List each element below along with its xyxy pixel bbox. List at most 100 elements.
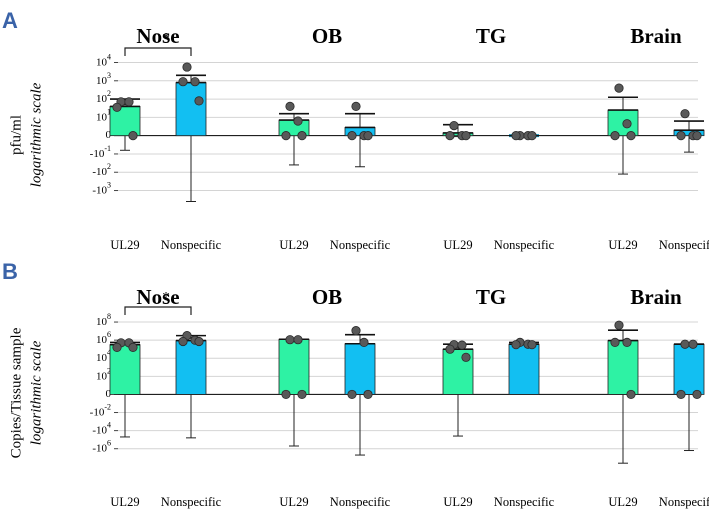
data-point [347, 131, 357, 141]
region-title: TG [476, 285, 506, 309]
category-label: UL29 [443, 495, 472, 509]
category-label: UL29 [443, 238, 472, 252]
region-title: Nose [136, 285, 179, 309]
category-label: Nonspecific [161, 238, 222, 252]
data-point [622, 119, 632, 129]
data-point [281, 131, 291, 141]
panel-letter: B [2, 259, 18, 284]
data-point [511, 131, 521, 141]
data-point [692, 131, 702, 141]
y-tick-label: -10-1 [90, 144, 111, 160]
bar [109, 344, 141, 395]
data-point [293, 116, 303, 126]
data-point [527, 340, 537, 350]
y-tick-label: 102 [96, 366, 111, 382]
data-point [178, 77, 188, 87]
y-tick-label: 104 [96, 348, 111, 364]
significance-bracket [124, 47, 192, 56]
y-tick-label: 0 [106, 388, 112, 400]
category-label: UL29 [110, 238, 139, 252]
data-point [190, 77, 200, 87]
data-point [457, 340, 467, 350]
data-point [363, 389, 373, 400]
data-point [676, 389, 686, 400]
data-point [112, 342, 122, 352]
data-point [610, 337, 620, 348]
category-label: UL29 [608, 238, 637, 252]
category-label: Nonspecific [659, 238, 709, 252]
category-label: Nonspecific [494, 238, 555, 252]
data-point [680, 109, 690, 119]
data-point [445, 131, 455, 141]
data-point [680, 339, 690, 349]
y-tick-label: 0 [106, 129, 112, 141]
data-point [182, 62, 192, 72]
y-tick-label: 102 [96, 89, 111, 105]
y-axis-label: pfu/ml [8, 115, 24, 155]
data-point [293, 335, 303, 345]
data-point [128, 342, 138, 352]
data-point [285, 101, 295, 111]
data-point [610, 131, 620, 141]
data-point [622, 337, 632, 348]
y-tick-label: -103 [92, 180, 111, 196]
data-point [688, 339, 698, 349]
data-point [285, 335, 295, 345]
region-title: TG [476, 24, 506, 48]
region-title: OB [312, 24, 342, 48]
bar [175, 82, 207, 137]
data-point [449, 120, 459, 131]
data-point [297, 131, 307, 141]
data-point [112, 102, 122, 112]
bar [673, 343, 705, 395]
significance-bracket [124, 306, 192, 315]
y-tick-label: 108 [96, 312, 111, 328]
region-title: Brain [630, 24, 682, 48]
data-point [511, 340, 521, 350]
data-point [626, 389, 636, 400]
y-tick-label: -106 [92, 439, 111, 455]
data-point [347, 389, 357, 400]
region-title: Nose [136, 24, 179, 48]
data-point [676, 131, 686, 141]
data-point [626, 131, 636, 141]
data-point [363, 131, 373, 141]
y-axis-note: logarithmic scale [28, 340, 44, 445]
data-point [128, 131, 138, 141]
data-point [527, 131, 537, 141]
bar [344, 343, 376, 395]
significance-star: * [162, 30, 170, 46]
y-tick-label: -102 [92, 162, 111, 178]
bar [278, 338, 310, 395]
data-point [614, 320, 624, 330]
data-point [124, 97, 134, 107]
category-label: UL29 [279, 238, 308, 252]
bar [508, 343, 540, 395]
significance-star: * [162, 289, 170, 305]
y-tick-label: -10-2 [90, 402, 111, 418]
data-point [359, 337, 369, 348]
bar [607, 340, 639, 395]
data-point [281, 389, 291, 400]
region-title: OB [312, 285, 342, 309]
data-point [614, 83, 624, 93]
panel-letter: A [2, 8, 18, 33]
y-tick-label: 104 [96, 52, 111, 68]
y-tick-label: 103 [96, 71, 111, 87]
data-point [297, 389, 307, 400]
data-point [461, 352, 471, 362]
category-label: UL29 [279, 495, 308, 509]
y-tick-label: 101 [96, 107, 111, 123]
category-label: Nonspecific [494, 495, 555, 509]
y-tick-label: 106 [96, 330, 111, 346]
data-point [194, 336, 204, 347]
region-title: Brain [630, 285, 682, 309]
bar [109, 105, 141, 137]
category-label: Nonspecific [659, 495, 709, 509]
y-axis-note: logarithmic scale [28, 82, 44, 187]
data-point [445, 344, 455, 354]
bar [175, 340, 207, 395]
y-tick-label: -104 [92, 420, 111, 436]
category-label: Nonspecific [330, 238, 391, 252]
